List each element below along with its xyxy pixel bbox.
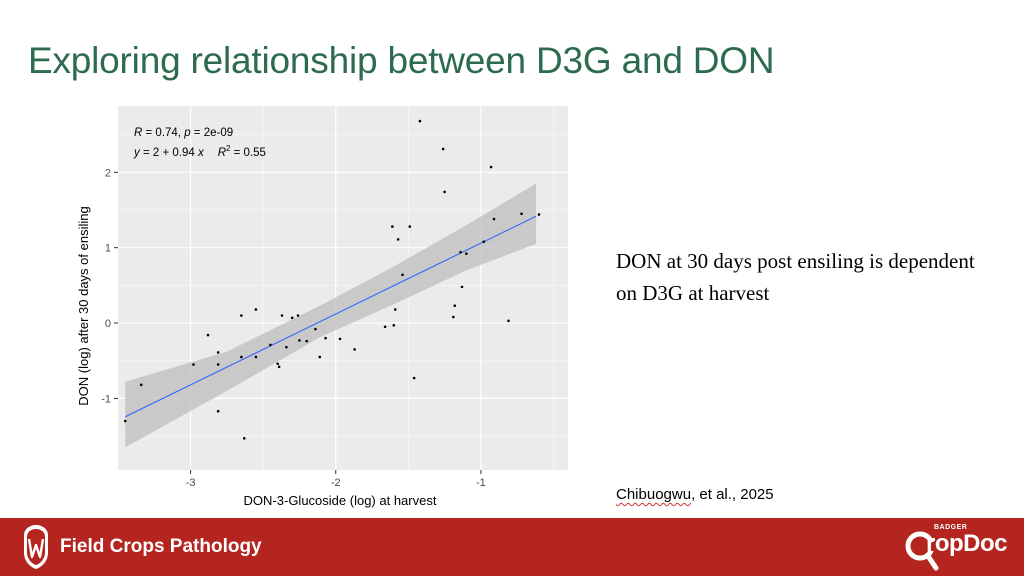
stats-equation: y = 2 + 0.94 x R2 = 0.55 [133,144,266,159]
y-tick-label: -1 [101,393,111,405]
x-tick-label: -3 [186,477,196,489]
stats-r-p: R = 0.74, p = 2e-09 [134,127,233,139]
data-point [465,252,468,256]
citation-rest: , et al., 2025 [691,486,774,503]
footer-label: Field Crops Pathology [60,536,262,557]
data-point [393,308,397,311]
y-tick-label: 0 [105,318,111,330]
y-axis-ticks: -1 0 1 2 [101,167,118,405]
data-point [492,217,496,221]
y-axis-label: DON (log) after 30 days of ensiling [76,206,91,405]
scatter-plot-svg: -3 -2 -1 -1 0 1 2 R = 0.74, p = 2e-09 y = 2 +… [76,106,568,508]
data-point [216,351,220,354]
data-point [392,324,396,327]
data-point [520,212,523,216]
data-point [408,225,412,228]
data-point [296,314,300,317]
data-point [254,308,258,311]
university-seal-icon [24,525,48,569]
data-point [254,355,258,359]
data-point [507,319,510,323]
logo-main-text: ropDoc [926,530,1008,557]
data-point [276,362,279,366]
data-point [314,327,317,331]
data-point [443,190,446,194]
data-point [192,363,195,366]
data-point [338,337,342,341]
data-point [290,316,294,320]
data-point [482,240,486,243]
data-point [285,345,288,349]
data-point [240,355,243,359]
data-point [412,376,416,380]
data-point [242,437,246,440]
data-point [318,355,322,359]
data-points [123,119,541,440]
x-tick-label: -2 [331,477,341,489]
x-tick-label: -1 [476,477,486,489]
magnifier-icon [905,531,939,571]
data-point [460,285,464,289]
data-point [305,339,309,343]
data-point [418,119,422,123]
data-point [298,339,301,342]
data-point [206,333,210,337]
data-point [123,419,127,423]
citation-author: Chibuogwu [616,486,692,503]
data-point [441,147,445,151]
data-point [139,383,143,387]
data-point [452,315,455,319]
logo-small-text: BADGER [934,524,968,531]
footer-bar: Field Crops Pathology BADGER ropDoc [0,518,1024,576]
key-finding-text: DON at 30 days post ensiling is dependen… [616,249,975,305]
x-axis-ticks: -3 -2 -1 [186,470,486,489]
data-point [269,343,272,347]
plot-panel [118,106,568,470]
data-point [353,348,356,351]
data-point [489,165,493,169]
slide-title: Exploring relationship between D3G and D… [28,40,775,81]
data-point [396,238,400,241]
y-tick-label: 1 [105,243,111,255]
grid-minor [117,106,568,470]
citation: Chibuogwu, et al., 2025 [616,486,774,503]
data-point [459,250,462,254]
data-point [240,314,243,317]
data-point [537,213,541,216]
data-point [401,273,404,277]
scatter-plot: -3 -2 -1 -1 0 1 2 R = 0.74, p = 2e-09 y = 2 +… [70,100,570,525]
data-point [216,363,220,366]
data-point [453,304,457,308]
y-tick-label: 2 [105,167,111,179]
data-point [280,314,284,317]
data-point [324,336,327,340]
data-point [391,225,394,228]
data-point [383,325,387,329]
regression-line [125,215,537,418]
confidence-band [125,183,537,448]
x-axis-label: DON-3-Glucoside (log) at harvest [244,493,437,508]
data-point [216,409,220,413]
cropdoc-logo: BADGER ropDoc [904,522,1014,576]
data-point [277,365,281,369]
